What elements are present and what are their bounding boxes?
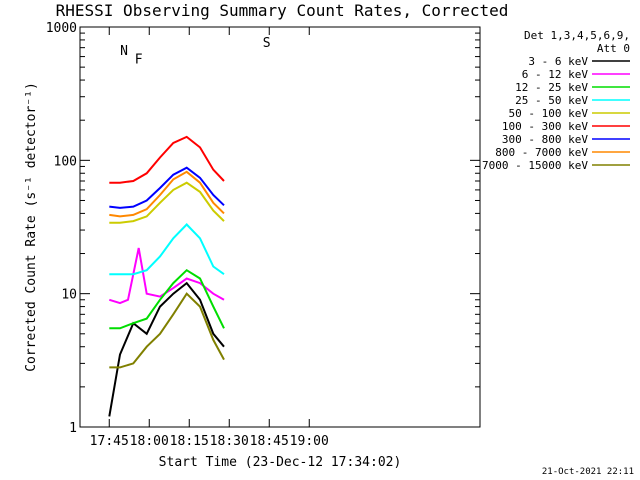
legend-label-2: 6 - 12 keV bbox=[522, 68, 589, 81]
y-tick-label: 100 bbox=[54, 154, 77, 169]
legend-label-4: 25 - 50 keV bbox=[515, 94, 588, 107]
timestamp: 21-Oct-2021 22:11 bbox=[542, 467, 634, 477]
annotation-label-n: N bbox=[120, 44, 128, 59]
series-line-4 bbox=[109, 223, 225, 276]
x-tick-label: 18:00 bbox=[130, 434, 169, 449]
series-line-1 bbox=[108, 281, 225, 417]
y-tick-label: 1000 bbox=[46, 21, 77, 36]
chart-title: RHESSI Observing Summary Count Rates, Co… bbox=[56, 1, 509, 20]
legend-label-1: 3 - 6 keV bbox=[528, 55, 588, 68]
legend-header-attenuator: Att 0 bbox=[597, 42, 630, 55]
legend-header-detectors: Det 1,3,4,5,6,9, bbox=[524, 29, 630, 42]
legend-label-7: 300 - 800 keV bbox=[502, 133, 588, 146]
x-tick-label: 18:30 bbox=[210, 434, 249, 449]
plot-frame bbox=[79, 26, 481, 428]
x-axis-label: Start Time (23-Dec-12 17:34:02) bbox=[159, 455, 402, 470]
legend-label-3: 12 - 25 keV bbox=[515, 81, 588, 94]
y-tick-label: 10 bbox=[61, 288, 77, 303]
series-line-7 bbox=[109, 166, 225, 209]
x-tick-label: 18:15 bbox=[170, 434, 209, 449]
y-tick-label: 1 bbox=[69, 421, 77, 436]
legend-label-6: 100 - 300 keV bbox=[502, 120, 588, 133]
x-tick-label: 18:45 bbox=[250, 434, 289, 449]
series-line-6 bbox=[109, 135, 225, 184]
legend-label-5: 50 - 100 keV bbox=[509, 107, 589, 120]
x-tick-label: 19:00 bbox=[290, 434, 329, 449]
series-line-8 bbox=[109, 170, 225, 218]
annotation-label-f: F bbox=[135, 53, 143, 68]
series-line-3 bbox=[109, 268, 225, 330]
series-line-5 bbox=[109, 181, 225, 224]
legend-label-8: 800 - 7000 keV bbox=[495, 146, 588, 159]
x-tick-label: 17:45 bbox=[90, 434, 129, 449]
legend-label-9: 7000 - 15000 keV bbox=[482, 159, 588, 172]
series-line-9 bbox=[109, 292, 225, 369]
y-axis-label: Corrected Count Rate (s⁻¹ detector⁻¹) bbox=[24, 82, 39, 372]
annotation-label-s: S bbox=[263, 36, 271, 51]
